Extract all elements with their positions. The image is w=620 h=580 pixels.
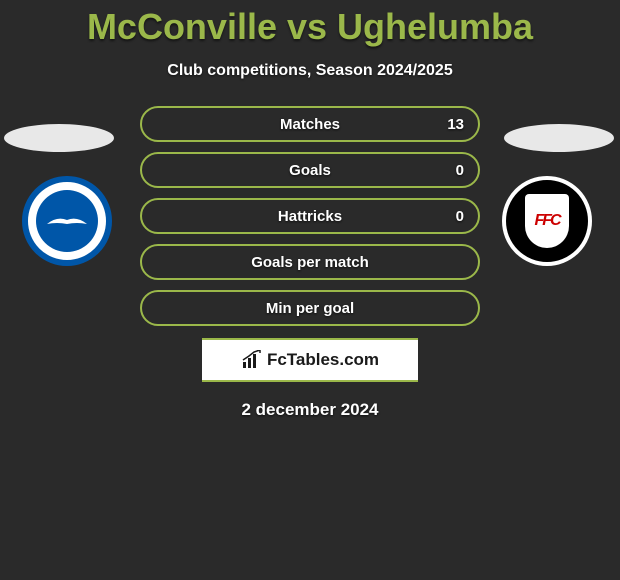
stat-value: 0 [456,162,464,179]
club-badge-left [22,176,112,266]
stat-value: 13 [447,116,464,133]
stat-row: Goals 0 [140,152,480,188]
club-badge-right: FFC [502,176,592,266]
branding-box[interactable]: FcTables.com [202,338,418,382]
stat-row: Matches 13 [140,106,480,142]
stat-label: Goals per match [251,254,369,271]
stat-label: Hattricks [278,208,342,225]
fulham-letters: FFC [534,212,559,230]
seagull-icon [45,210,89,232]
brighton-icon [36,190,98,252]
stat-label: Goals [289,162,331,179]
stat-label: Min per goal [266,300,354,317]
chart-icon [241,350,263,370]
page-subtitle: Club competitions, Season 2024/2025 [0,62,620,80]
player-slot-right [504,124,614,152]
stat-row: Min per goal [140,290,480,326]
page-title: McConville vs Ughelumba [0,0,620,48]
player-slot-left [4,124,114,152]
stats-list: Matches 13 Goals 0 Hattricks 0 Goals per… [140,106,480,326]
fulham-shield-icon: FFC [525,194,569,248]
branding-text: FcTables.com [267,350,379,370]
comparison-card: McConville vs Ughelumba Club competition… [0,0,620,420]
stat-row: Goals per match [140,244,480,280]
stat-value: 0 [456,208,464,225]
stat-label: Matches [280,116,340,133]
date-text: 2 december 2024 [0,400,620,420]
stat-row: Hattricks 0 [140,198,480,234]
